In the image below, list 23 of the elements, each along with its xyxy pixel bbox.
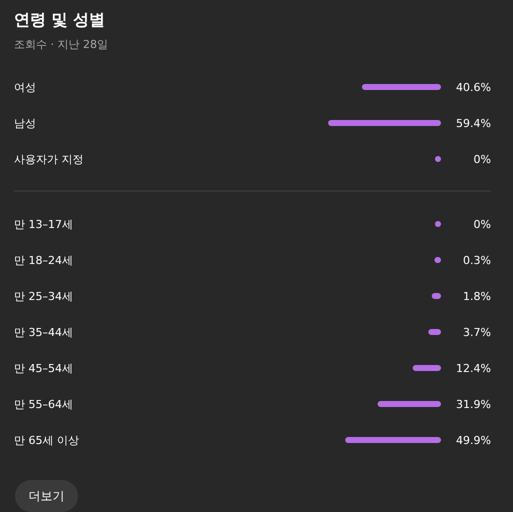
y-tick-label: 만 25–34세 bbox=[14, 290, 73, 303]
y-tick-label: 만 45–54세 bbox=[14, 362, 73, 375]
data-label: 0% bbox=[474, 218, 491, 231]
y-tick-label: 만 65세 이상 bbox=[14, 434, 79, 447]
y-tick-label: 사용자가 지정 bbox=[14, 153, 84, 166]
data-label: 49.9% bbox=[456, 434, 491, 447]
data-label: 3.7% bbox=[463, 326, 491, 339]
data-label: 0.3% bbox=[463, 254, 491, 267]
data-label: 0% bbox=[474, 153, 491, 166]
text: 더보기 bbox=[28, 489, 64, 503]
y-tick-label: 만 13–17세 bbox=[14, 218, 73, 231]
y-tick-label: 여성 bbox=[14, 81, 36, 94]
data-label: 12.4% bbox=[456, 362, 491, 375]
y-tick-label: 남성 bbox=[14, 117, 36, 130]
y-tick-label: 만 55–64세 bbox=[14, 398, 73, 411]
text: 연령 및 성별 bbox=[14, 10, 106, 29]
data-label: 31.9% bbox=[456, 398, 491, 411]
text: 조회수 · 지난 28일 bbox=[14, 38, 108, 51]
y-tick-label: 만 35–44세 bbox=[14, 326, 73, 339]
data-label: 40.6% bbox=[456, 81, 491, 94]
y-tick-label: 만 18–24세 bbox=[14, 254, 73, 267]
data-label: 1.8% bbox=[463, 290, 491, 303]
data-label: 59.4% bbox=[456, 117, 491, 130]
